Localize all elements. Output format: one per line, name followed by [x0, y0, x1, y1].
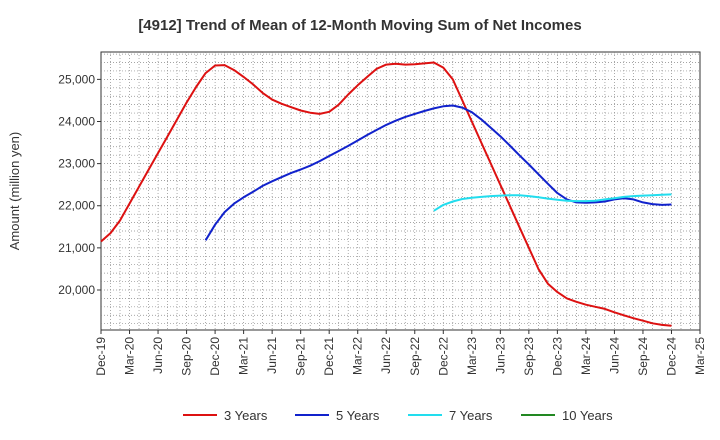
- chart-title: [4912] Trend of Mean of 12-Month Moving …: [138, 17, 581, 34]
- grid: [101, 52, 700, 330]
- series-line-7-years: [433, 193, 672, 212]
- series-line-5-years: [204, 104, 672, 241]
- legend: 3 Years 5 Years 7 Years 10 Years: [183, 408, 613, 423]
- y-tick-label: 23,000: [58, 157, 95, 171]
- x-axis-ticks: Dec-19 Mar-20 Jun-20 Sep-20 Dec-20 Mar-21 Jun-…: [94, 330, 707, 376]
- x-tick-label: Jun-24: [607, 337, 621, 374]
- x-tick-label: Jun-21: [265, 337, 279, 374]
- x-tick-label: Mar-20: [123, 337, 137, 375]
- series-lines: [100, 61, 672, 327]
- y-axis-label: Amount (million yen): [7, 132, 22, 251]
- x-tick-label: Dec-20: [208, 337, 222, 376]
- x-tick-label: Sep-21: [294, 337, 308, 376]
- y-tick-label: 21,000: [58, 241, 95, 255]
- x-tick-label: Dec-22: [436, 337, 450, 376]
- x-tick-label: Mar-22: [351, 337, 365, 375]
- y-tick-label: 22,000: [58, 199, 95, 213]
- legend-label-3-years: 3 Years: [224, 408, 268, 423]
- x-tick-label: Mar-23: [465, 337, 479, 375]
- x-tick-label: Dec-21: [322, 337, 336, 376]
- x-tick-label: Dec-19: [94, 337, 108, 376]
- legend-label-7-years: 7 Years: [449, 408, 493, 423]
- y-tick-label: 24,000: [58, 115, 95, 129]
- x-tick-label: Sep-23: [522, 337, 536, 376]
- legend-label-10-years: 10 Years: [562, 408, 613, 423]
- y-axis-ticks: 20,000 21,000 22,000 23,000 24,000 25,000: [58, 72, 101, 297]
- x-tick-label: Dec-23: [550, 337, 564, 376]
- x-tick-label: Dec-24: [664, 337, 678, 376]
- x-tick-label: Sep-24: [636, 337, 650, 376]
- x-tick-label: Mar-24: [579, 337, 593, 375]
- x-tick-label: Sep-20: [180, 337, 194, 376]
- x-tick-label: Sep-22: [408, 337, 422, 376]
- x-tick-label: Jun-23: [493, 337, 507, 374]
- x-tick-label: Jun-22: [379, 337, 393, 374]
- x-tick-label: Jun-20: [151, 337, 165, 374]
- legend-label-5-years: 5 Years: [336, 408, 380, 423]
- y-tick-label: 25,000: [58, 72, 95, 86]
- plot-area: [100, 51, 701, 331]
- series-line-3-years: [100, 61, 672, 327]
- y-tick-label: 20,000: [58, 283, 95, 297]
- x-tick-label: Mar-21: [237, 337, 251, 375]
- x-tick-label: Mar-25: [693, 337, 707, 375]
